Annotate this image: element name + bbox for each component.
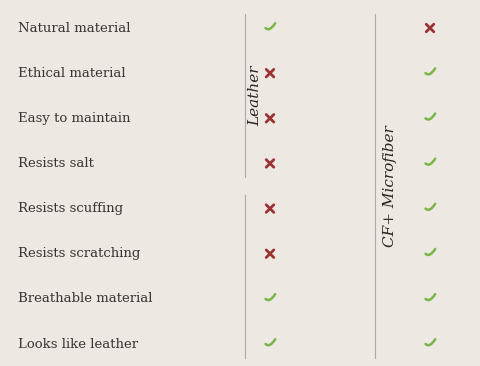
Text: Resists scuffing: Resists scuffing <box>18 202 123 215</box>
Text: Resists scratching: Resists scratching <box>18 247 140 260</box>
Text: Resists salt: Resists salt <box>18 157 94 170</box>
Text: Breathable material: Breathable material <box>18 292 153 305</box>
Text: Ethical material: Ethical material <box>18 67 126 80</box>
Text: Easy to maintain: Easy to maintain <box>18 112 131 125</box>
Text: Leather: Leather <box>248 66 262 126</box>
Text: Natural material: Natural material <box>18 22 131 34</box>
Text: Looks like leather: Looks like leather <box>18 337 138 351</box>
Text: CF+ Microfiber: CF+ Microfiber <box>383 125 397 247</box>
